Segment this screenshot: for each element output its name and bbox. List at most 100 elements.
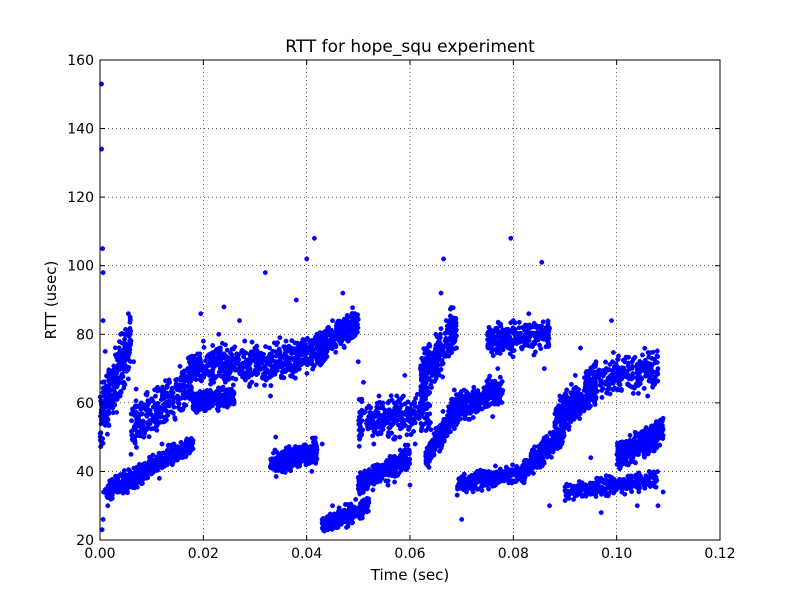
- data-point: [427, 342, 431, 346]
- data-point: [151, 465, 155, 469]
- data-point: [346, 502, 350, 506]
- data-point: [497, 383, 501, 387]
- data-point: [311, 353, 315, 357]
- data-point: [392, 401, 396, 405]
- data-point: [482, 392, 486, 396]
- data-point: [282, 376, 286, 380]
- data-point: [108, 402, 112, 406]
- data-point: [230, 391, 234, 395]
- data-point: [497, 339, 501, 343]
- data-point: [146, 425, 150, 429]
- data-point: [390, 412, 394, 416]
- data-point: [131, 433, 135, 437]
- data-point: [293, 376, 297, 380]
- data-point: [142, 430, 146, 434]
- data-point: [393, 465, 397, 469]
- data-point: [373, 463, 377, 467]
- data-point: [159, 463, 163, 467]
- data-point: [441, 428, 445, 432]
- data-point: [531, 471, 535, 475]
- data-point: [179, 451, 183, 455]
- data-point: [268, 375, 272, 379]
- data-point: [380, 476, 384, 480]
- data-point: [126, 357, 130, 361]
- data-point: [161, 388, 165, 392]
- data-point: [177, 456, 181, 460]
- data-point: [226, 375, 230, 379]
- data-point: [134, 405, 138, 409]
- data-point: [156, 468, 160, 472]
- data-point: [208, 392, 212, 396]
- data-point: [434, 439, 438, 443]
- data-point: [254, 383, 258, 387]
- data-point: [383, 408, 387, 412]
- data-point: [424, 371, 428, 375]
- data-point: [433, 346, 437, 350]
- data-point: [388, 454, 392, 458]
- data-point: [472, 385, 476, 389]
- data-point: [393, 437, 397, 441]
- data-point: [378, 400, 382, 404]
- data-point: [528, 334, 532, 338]
- data-point: [520, 347, 524, 351]
- data-point: [322, 354, 326, 358]
- data-point: [401, 417, 405, 421]
- data-point: [451, 418, 455, 422]
- data-point: [368, 478, 372, 482]
- data-point: [125, 489, 129, 493]
- data-point: [231, 383, 235, 387]
- data-point: [283, 347, 287, 351]
- data-point: [471, 490, 475, 494]
- data-point: [407, 407, 411, 411]
- data-point: [381, 418, 385, 422]
- data-point: [220, 353, 224, 357]
- data-point: [205, 406, 209, 410]
- data-point: [283, 470, 287, 474]
- data-point: [153, 405, 157, 409]
- data-point: [182, 391, 186, 395]
- data-point: [449, 333, 453, 337]
- data-point: [392, 480, 396, 484]
- data-point: [147, 435, 151, 439]
- data-point: [215, 397, 219, 401]
- data-point: [305, 455, 309, 459]
- data-point: [367, 426, 371, 430]
- data-point: [296, 342, 300, 346]
- data-point: [515, 475, 519, 479]
- data-point: [135, 433, 139, 437]
- data-point: [297, 367, 301, 371]
- data-point: [120, 372, 124, 376]
- data-point: [327, 327, 331, 331]
- data-point: [381, 422, 385, 426]
- data-point: [483, 397, 487, 401]
- data-point: [250, 340, 254, 344]
- data-point: [139, 464, 143, 468]
- data-point: [127, 329, 131, 333]
- data-point: [311, 367, 315, 371]
- data-point: [278, 350, 282, 354]
- data-point: [117, 339, 121, 343]
- data-point: [309, 345, 313, 349]
- data-point: [363, 410, 367, 414]
- data-point: [475, 480, 479, 484]
- data-point: [315, 359, 319, 363]
- data-point: [128, 320, 132, 324]
- data-point: [297, 348, 301, 352]
- data-point: [344, 332, 348, 336]
- data-point: [273, 450, 277, 454]
- data-point: [445, 428, 449, 432]
- data-point: [189, 363, 193, 367]
- data-point: [129, 412, 133, 416]
- data-point: [289, 351, 293, 355]
- data-point: [386, 416, 390, 420]
- data-point: [278, 465, 282, 469]
- data-point: [354, 497, 358, 501]
- data-point: [492, 391, 496, 395]
- data-point: [462, 473, 466, 477]
- data-point: [192, 399, 196, 403]
- data-point: [403, 402, 407, 406]
- data-point: [125, 344, 129, 348]
- data-point: [107, 390, 111, 394]
- data-point: [189, 448, 193, 452]
